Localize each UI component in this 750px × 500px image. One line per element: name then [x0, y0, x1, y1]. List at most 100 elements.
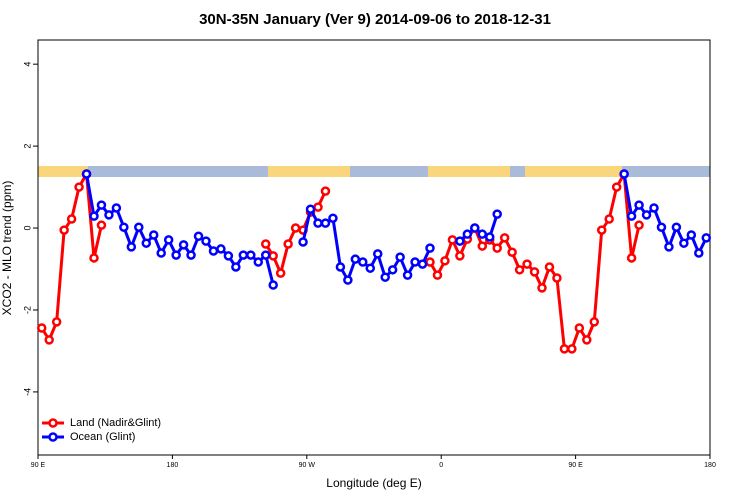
data-point — [559, 344, 570, 354]
y-tick-label: 4 — [22, 62, 32, 67]
data-point — [193, 231, 204, 241]
data-point — [141, 238, 152, 248]
legend-label: Land (Nadir&Glint) — [70, 417, 161, 429]
data-point — [440, 256, 450, 266]
data-point — [611, 182, 622, 192]
y-tick-label: -2 — [22, 306, 32, 314]
data-point — [74, 182, 84, 192]
y-tick-label: 0 — [22, 226, 32, 231]
data-point — [499, 233, 510, 243]
data-point — [246, 250, 256, 260]
data-point — [477, 241, 488, 251]
data-point — [36, 323, 47, 333]
data-point — [477, 229, 488, 239]
band-ocean — [510, 166, 525, 177]
data-point — [231, 262, 241, 272]
data-point — [694, 248, 704, 258]
data-point — [522, 259, 532, 269]
data-point — [178, 240, 189, 250]
x-tick-label: 180 — [704, 462, 716, 469]
data-point — [529, 267, 540, 277]
legend-marker — [48, 418, 58, 428]
data-point — [514, 265, 525, 275]
data-point — [51, 317, 62, 327]
data-point — [156, 248, 166, 258]
data-point — [455, 251, 465, 261]
data-point — [111, 203, 122, 213]
data-point — [432, 270, 443, 280]
data-point — [574, 323, 585, 333]
data-point — [395, 252, 405, 262]
data-point — [148, 230, 159, 240]
data-point — [372, 249, 383, 259]
data-point — [253, 257, 264, 267]
data-point — [268, 280, 278, 290]
data-point — [507, 247, 517, 257]
y-tick-label: -4 — [22, 388, 32, 396]
data-point — [470, 223, 480, 233]
data-point — [290, 223, 301, 233]
y-axis-label: XCO2 - MLO trend (ppm) — [0, 181, 14, 316]
data-point — [66, 214, 77, 224]
data-point — [350, 254, 361, 264]
data-point — [268, 251, 278, 261]
data-point — [701, 233, 712, 243]
data-point — [260, 239, 271, 249]
data-point — [679, 238, 689, 248]
data-point — [425, 243, 435, 253]
data-point — [81, 169, 92, 179]
data-point — [492, 243, 502, 253]
land-ocean-band — [38, 166, 710, 177]
data-point — [649, 203, 659, 213]
data-point — [223, 251, 234, 261]
data-point — [238, 250, 249, 260]
data-point — [544, 262, 555, 272]
data-point — [163, 235, 174, 245]
band-ocean — [88, 166, 268, 177]
data-point — [216, 244, 226, 254]
data-point — [320, 186, 331, 196]
data-point — [484, 232, 495, 242]
data-point — [626, 253, 637, 263]
series-line — [85, 173, 708, 286]
x-tick-label: 180 — [167, 462, 179, 469]
band-ocean — [622, 166, 710, 177]
y-tick-label: 2 — [22, 144, 32, 149]
data-point — [104, 210, 114, 220]
data-point — [634, 220, 644, 230]
x-tick-label: 90 E — [568, 462, 583, 469]
data-point — [596, 225, 607, 235]
data-point — [201, 236, 211, 246]
data-point — [552, 273, 562, 283]
data-point — [328, 213, 338, 223]
data-point — [283, 239, 293, 249]
legend-marker — [48, 432, 58, 442]
chart-title: 30N-35N January (Ver 9) 2014-09-06 to 20… — [199, 11, 551, 28]
data-point — [89, 211, 99, 221]
data-point — [462, 229, 473, 239]
data-point — [59, 225, 69, 235]
data-point — [455, 236, 465, 246]
data-point — [567, 344, 577, 354]
data-point — [537, 283, 547, 293]
data-point — [634, 200, 644, 210]
data-point — [582, 335, 592, 345]
data-point — [686, 230, 697, 240]
data-point — [626, 211, 637, 221]
data-point — [492, 209, 502, 219]
data-point — [134, 222, 144, 232]
data-point — [365, 263, 376, 273]
data-point — [619, 169, 629, 179]
data-point — [119, 222, 129, 232]
data-point — [186, 250, 196, 260]
data-point — [387, 265, 398, 275]
data-point — [402, 270, 413, 280]
data-point — [604, 214, 614, 224]
data-point — [313, 218, 323, 228]
data-point — [656, 222, 667, 232]
data-point — [358, 257, 368, 267]
data-point — [425, 257, 435, 267]
data-point — [380, 272, 390, 282]
